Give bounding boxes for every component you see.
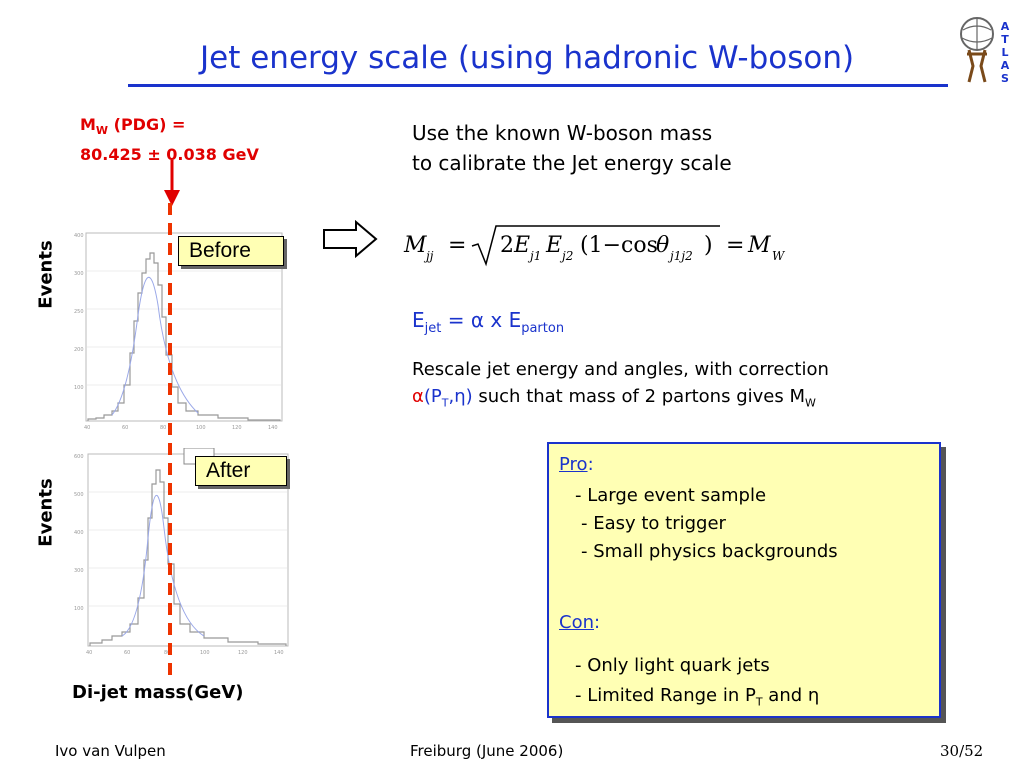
svg-text:A: A (1001, 59, 1010, 72)
svg-text:600: 600 (74, 454, 84, 460)
svg-text:60: 60 (122, 425, 128, 431)
svg-text:500: 500 (74, 492, 84, 498)
svg-text:120: 120 (232, 425, 242, 431)
pro-item: - Small physics backgrounds (581, 541, 838, 562)
svg-text:200: 200 (74, 347, 84, 353)
svg-text:jj: jj (423, 249, 434, 263)
histogram-after: 600 500 400 300 100 40 60 80 100 120 140 (74, 448, 289, 656)
svg-text:j1j2: j1j2 (667, 249, 693, 263)
w-mass-dashed-line (168, 203, 172, 678)
svg-text:250: 250 (74, 309, 84, 315)
svg-text:300: 300 (74, 271, 84, 277)
events-axis-label-bottom: Events (35, 478, 57, 547)
svg-text:θ: θ (656, 233, 669, 258)
svg-text:400: 400 (74, 530, 84, 536)
con-heading: Con: (559, 612, 601, 633)
intro-text: Use the known W-boson mass to calibrate … (412, 121, 732, 175)
svg-text:M: M (747, 233, 771, 258)
svg-text:80: 80 (164, 650, 170, 656)
footer-author: Ivo van Vulpen (55, 742, 166, 760)
events-axis-label-top: Events (35, 240, 57, 309)
atlas-logo: A T L A S (960, 17, 1010, 85)
svg-text:40: 40 (84, 425, 90, 431)
svg-text:j1: j1 (527, 249, 541, 263)
svg-text:2: 2 (500, 233, 514, 258)
svg-text:100: 100 (200, 650, 210, 656)
dijet-mass-axis-label: Di-jet mass(GeV) (72, 682, 244, 703)
svg-text:M: M (403, 233, 427, 258)
w-mass-formula: M jj = 2 E j1 E j2 (1−cos θ j1j2 ) = M W (403, 225, 786, 267)
pro-item: - Easy to trigger (581, 513, 726, 534)
svg-text:=: = (726, 233, 744, 258)
svg-text:E: E (545, 233, 562, 258)
svg-text:W: W (772, 249, 786, 263)
svg-text:100: 100 (74, 606, 84, 612)
svg-text:140: 140 (274, 650, 284, 656)
svg-text:): ) (704, 233, 713, 258)
after-label: After (195, 456, 287, 486)
slide-title: Jet energy scale (using hadronic W-boson… (200, 40, 855, 76)
title-underline (128, 84, 948, 87)
footer-event: Freiburg (June 2006) (410, 742, 564, 760)
svg-text:E: E (513, 233, 530, 258)
svg-text:120: 120 (238, 650, 248, 656)
svg-text:100: 100 (196, 425, 206, 431)
svg-text:140: 140 (268, 425, 278, 431)
svg-text:(1−cos: (1−cos (580, 233, 658, 258)
con-item: - Only light quark jets (575, 655, 770, 676)
pro-item: - Large event sample (575, 485, 767, 506)
pro-con-box: Pro: - Large event sample - Easy to trig… (547, 442, 941, 718)
svg-text:40: 40 (86, 650, 92, 656)
before-label: Before (178, 236, 284, 266)
svg-text:80: 80 (160, 425, 166, 431)
con-item: - Limited Range in PT and η (575, 685, 820, 709)
footer-page-number: 30/52 (940, 742, 984, 760)
w-mass-label: MW (PDG) = 80.425 ± 0.038 GeV (80, 115, 259, 165)
rescale-text: Rescale jet energy and angles, with corr… (412, 359, 829, 410)
svg-text:400: 400 (74, 233, 84, 239)
svg-text:L: L (1001, 46, 1008, 59)
svg-text:A: A (1001, 20, 1010, 33)
svg-text:300: 300 (74, 568, 84, 574)
ejet-relation: Ejet = α x Eparton (412, 308, 565, 336)
svg-text:100: 100 (74, 385, 84, 391)
svg-text:60: 60 (124, 650, 130, 656)
svg-text:T: T (1001, 33, 1009, 46)
right-arrow-icon (323, 220, 378, 258)
red-down-arrow-icon (164, 160, 180, 206)
pro-heading: Pro: (559, 454, 594, 475)
svg-text:S: S (1001, 72, 1009, 85)
svg-text:=: = (448, 233, 466, 258)
svg-text:j2: j2 (559, 249, 573, 263)
